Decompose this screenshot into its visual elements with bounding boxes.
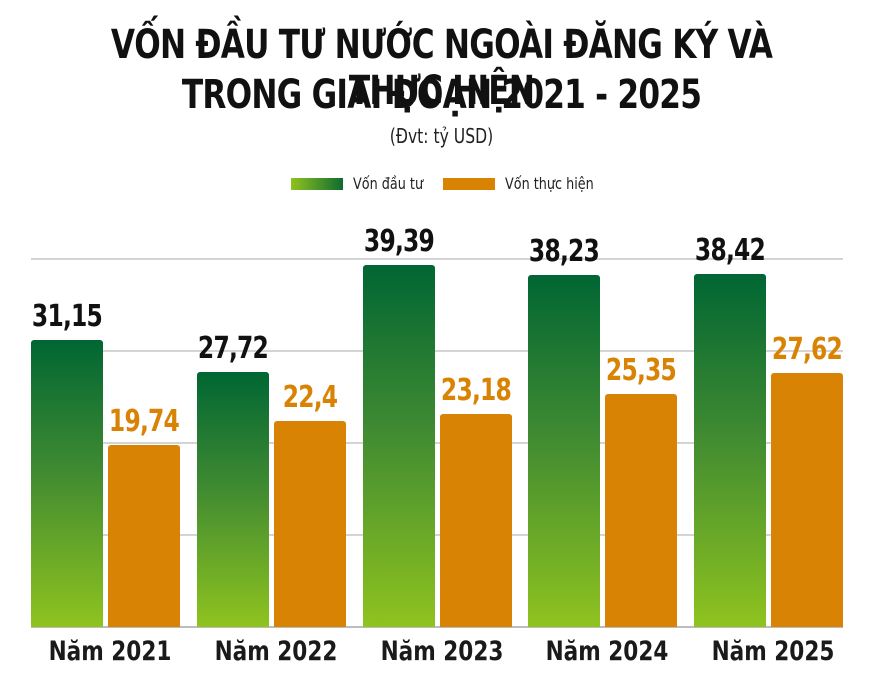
gridline bbox=[31, 350, 843, 352]
bar-disbursed bbox=[771, 372, 843, 627]
data-label: 22,4 bbox=[282, 379, 338, 415]
data-label: 31,15 bbox=[31, 299, 103, 335]
category-label: Năm 2021 bbox=[48, 636, 172, 667]
bar-disbursed bbox=[274, 420, 346, 627]
legend-swatch-disbursed bbox=[443, 178, 495, 190]
bar-disbursed bbox=[108, 445, 180, 627]
bar-disbursed bbox=[605, 393, 677, 627]
gridline bbox=[31, 258, 843, 260]
legend-swatch-investment bbox=[291, 178, 343, 190]
category-label: Năm 2022 bbox=[214, 636, 338, 667]
bar-investment bbox=[197, 371, 269, 627]
data-label: 27,72 bbox=[197, 330, 269, 366]
bar-investment bbox=[363, 264, 435, 627]
data-label: 23,18 bbox=[440, 372, 512, 408]
data-label: 38,42 bbox=[694, 232, 766, 268]
bar-investment bbox=[31, 340, 103, 627]
data-label: 39,39 bbox=[363, 223, 435, 259]
data-label: 25,35 bbox=[605, 352, 677, 388]
bar-investment bbox=[528, 275, 600, 627]
unit-label: (Đvt: tỷ USD) bbox=[389, 124, 494, 148]
bar-disbursed bbox=[440, 413, 512, 627]
gridline bbox=[31, 442, 843, 444]
baseline bbox=[31, 626, 843, 628]
category-label: Năm 2025 bbox=[711, 636, 835, 667]
data-label: 19,74 bbox=[108, 404, 180, 440]
legend-label-disbursed: Vốn thực hiện bbox=[505, 174, 594, 193]
category-label: Năm 2024 bbox=[545, 636, 669, 667]
bar-investment bbox=[694, 273, 766, 627]
category-label: Năm 2023 bbox=[380, 636, 504, 667]
gridline bbox=[31, 534, 843, 536]
legend: Vốn đầu tư Vốn thực hiện bbox=[0, 174, 883, 194]
legend-label-investment: Vốn đầu tư bbox=[353, 174, 424, 193]
chart-title-line2: TRONG GIAI ĐOẠN 2021 - 2025 bbox=[181, 72, 702, 118]
data-label: 27,62 bbox=[771, 331, 843, 367]
data-label: 38,23 bbox=[528, 234, 600, 270]
chart-title-line1: VỐN ĐẦU TƯ NƯỚC NGOÀI ĐĂNG KÝ VÀ THỰC HI… bbox=[110, 22, 773, 114]
